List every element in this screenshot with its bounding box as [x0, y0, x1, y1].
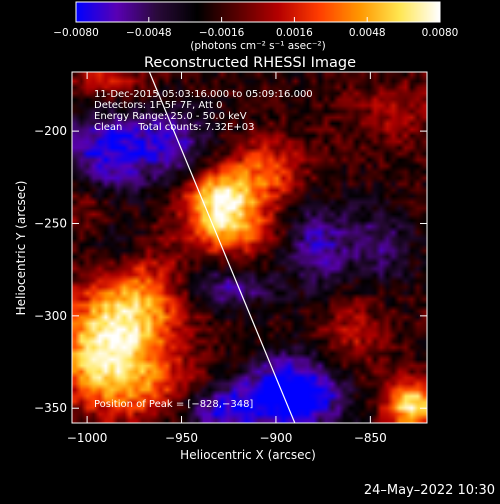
colorbar-tick-label: −0.0016 [199, 27, 245, 39]
x-tick-label: −900 [259, 431, 292, 445]
annotation-energy-range: Energy Range: 25.0 - 50.0 keV [94, 111, 247, 122]
y-tick-label: −300 [34, 309, 67, 323]
plot-frame [71, 71, 428, 424]
colorbar-tick-label: 0.0016 [276, 27, 313, 39]
footer-timestamp: 24–May–2022 10:30 [364, 483, 495, 498]
annotation-clean-counts: Clean Total counts: 7.32E+03 [94, 122, 254, 133]
annotation-block: 11-Dec-2015 05:03:16.000 to 05:09:16.000… [94, 89, 313, 133]
solar-limb-line [148, 71, 296, 424]
x-axis-label: Heliocentric X (arcsec) [180, 448, 316, 462]
y-tick-label: −250 [34, 216, 67, 230]
colorbar-tick-label: −0.0080 [53, 27, 99, 39]
x-tick-label: −850 [354, 431, 387, 445]
colorbar-units-label: (photons cm⁻² s⁻¹ asec⁻²) [190, 40, 325, 52]
colorbar-gradient [76, 2, 440, 22]
colorbar-tick-label: 0.0048 [349, 27, 386, 39]
annotation-time-range: 11-Dec-2015 05:03:16.000 to 05:09:16.000 [94, 89, 313, 100]
x-axis-ticks: −1000 −950 −900 −850 [67, 72, 387, 445]
colorbar-frame [75, 1, 441, 23]
colorbar-tick-label: −0.0048 [126, 27, 172, 39]
annotation-detectors: Detectors: 1F 5F 7F, Att 0 [94, 100, 222, 111]
x-tick-label: −1000 [67, 431, 108, 445]
heatmap-image [72, 72, 427, 423]
y-axis-label: Heliocentric Y (arcsec) [14, 181, 28, 316]
colorbar-tick-label: 0.0080 [422, 27, 459, 39]
y-tick-label: −350 [34, 401, 67, 415]
chart-title: Reconstructed RHESSI Image [144, 55, 356, 71]
y-tick-label: −200 [34, 124, 67, 138]
colorbar: −0.0080 −0.0048 −0.0016 0.0016 0.0048 0.0080 … [53, 1, 458, 52]
x-tick-label: −950 [165, 431, 198, 445]
peak-position-label: Position of Peak = [−828,−348] [94, 399, 253, 410]
colorbar-ticks: −0.0080 −0.0048 −0.0016 0.0016 0.0048 0.0080 [53, 17, 458, 39]
y-axis-ticks: −200 −250 −300 −350 [34, 124, 427, 415]
plot-area: −1000 −950 −900 −850 −200 −250 −300 −350 [34, 71, 428, 445]
